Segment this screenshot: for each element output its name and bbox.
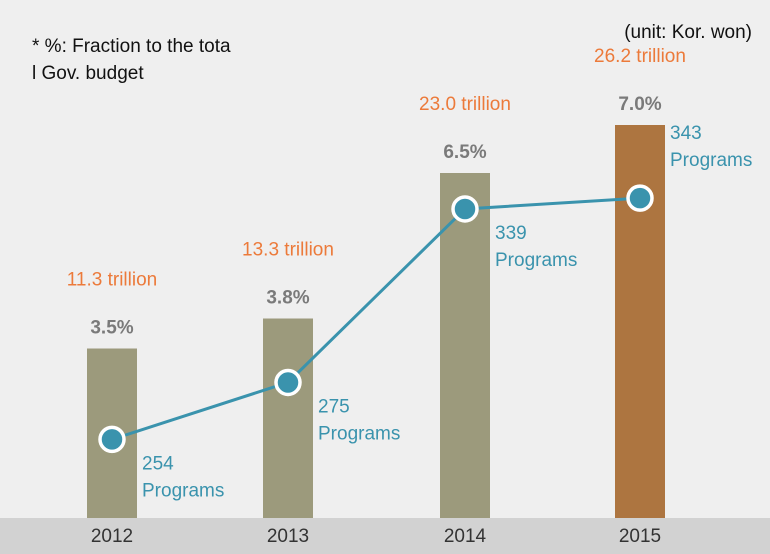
program-unit: Programs xyxy=(142,480,224,501)
bar xyxy=(263,318,313,518)
percent-label: 3.5% xyxy=(90,318,133,339)
percent-label: 7.0% xyxy=(618,94,661,115)
bar xyxy=(440,173,490,518)
budget-label: 26.2 trillion xyxy=(594,46,686,67)
budget-label: 23.0 trillion xyxy=(419,94,511,115)
program-unit: Programs xyxy=(495,250,577,271)
note: l Gov. budget xyxy=(32,63,144,84)
line-point xyxy=(626,184,654,212)
budget-label: 13.3 trillion xyxy=(242,240,334,261)
percent-label: 6.5% xyxy=(443,142,486,163)
program-unit: Programs xyxy=(318,423,400,444)
x-axis-band xyxy=(0,518,770,554)
line-point xyxy=(451,195,479,223)
program-unit: Programs xyxy=(670,150,752,171)
budget-label: 11.3 trillion xyxy=(67,270,157,291)
note: * %: Fraction to the tota xyxy=(32,36,231,57)
program-count: 275 xyxy=(318,396,350,417)
percent-label: 3.8% xyxy=(266,288,309,309)
x-tick-label: 2015 xyxy=(619,526,661,547)
program-count: 254 xyxy=(142,453,174,474)
line-point xyxy=(98,425,126,454)
line-point xyxy=(274,368,302,397)
program-count: 339 xyxy=(495,223,527,244)
program-count: 343 xyxy=(670,123,702,144)
x-tick-label: 2014 xyxy=(444,526,487,547)
unit-label: (unit: Kor. won) xyxy=(624,22,752,43)
line xyxy=(111,196,641,441)
bar xyxy=(615,125,665,518)
x-tick-label: 2012 xyxy=(91,526,133,547)
x-tick-label: 2013 xyxy=(267,526,309,547)
